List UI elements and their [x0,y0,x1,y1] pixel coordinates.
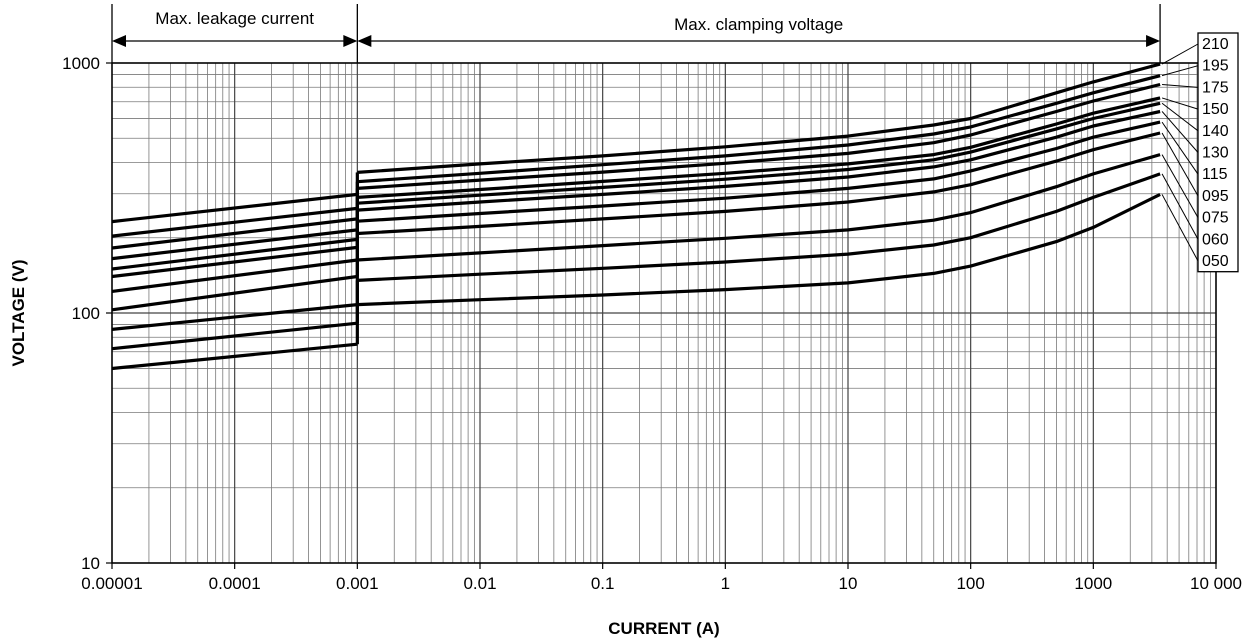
legend-leader-060 [1161,173,1199,240]
y-tick-label: 100 [72,304,100,323]
legend-label-150: 150 [1202,101,1229,118]
legend-label-075: 075 [1202,210,1229,227]
leakage-line-130 [111,245,358,279]
x-tick-label: 0.00001 [81,574,142,593]
clamping-line-140 [357,101,1161,205]
series-095 [111,131,1161,312]
legend-label-175: 175 [1202,79,1229,96]
x-tick-label: 100 [956,574,984,593]
clamping-line-060 [357,172,1161,282]
leakage-line-075 [111,303,358,331]
legend-label-195: 195 [1202,58,1229,75]
leakage-annotation-label: Max. leakage current [155,9,314,28]
y-tick-label: 10 [81,554,100,573]
legend-leader-195 [1161,65,1199,77]
y-axis-title: VOLTAGE (V) [9,259,28,366]
clamping-line-175 [357,82,1161,190]
clamping-line-210 [357,62,1161,174]
x-axis-ticks: 0.00001 0.0001 0.001 0.01 0.1 1 10 100 1000 10 00… [81,563,1242,593]
legend-leader-175 [1162,84,1199,88]
legend-leader-210 [1161,43,1199,65]
legend-leader-095 [1161,132,1199,197]
legend-label-210: 210 [1202,36,1229,53]
x-tick-label: 0.0001 [209,574,261,593]
series-lines [111,62,1161,371]
series-195 [111,74,1161,238]
legend-leader-140 [1161,102,1199,132]
legend-label-095: 095 [1202,188,1229,205]
legend-leader-075 [1161,154,1199,218]
x-axis-title: CURRENT (A) [608,619,719,638]
leakage-line-175 [111,217,358,250]
legend-label-060: 060 [1202,231,1229,248]
series-150 [111,96,1161,261]
annotation-arrowhead [343,35,358,47]
annotation-arrowhead [357,35,372,47]
x-tick-label: 0.01 [463,574,496,593]
leakage-line-195 [111,206,358,238]
clamping-line-075 [357,153,1161,262]
leakage-line-050 [111,342,358,371]
clamping-line-095 [357,131,1161,236]
x-tick-label: 0.001 [336,574,379,593]
legend-leader-115 [1161,121,1199,175]
legend-leader-050 [1161,194,1199,262]
y-axis-ticks: 10 100 1000 [62,54,112,573]
clamping-line-130 [357,109,1161,212]
x-tick-label: 10 [839,574,858,593]
legend-leader-150 [1161,97,1199,110]
x-tick-label: 0.1 [591,574,615,593]
annotation-arrowhead [112,35,126,47]
leakage-line-095 [111,274,358,312]
legend: 210 195 175 150 140 130 115 095 075 060 050 [1161,32,1239,273]
x-tick-label: 1000 [1074,574,1112,593]
clamping-line-195 [357,74,1161,184]
series-075 [111,153,1161,331]
x-tick-label: 1 [721,574,730,593]
legend-box [1197,32,1239,273]
legend-leader-130 [1161,111,1199,153]
legend-label-130: 130 [1202,145,1229,162]
series-050 [111,192,1161,371]
legend-label-050: 050 [1202,253,1229,270]
annotation-arrowhead [1146,35,1161,47]
leakage-line-060 [111,321,358,351]
legend-label-140: 140 [1202,123,1229,140]
clamping-line-050 [357,192,1161,307]
clamping-line-115 [357,120,1161,223]
y-tick-label: 1000 [62,54,100,73]
series-060 [111,172,1161,351]
x-tick-label: 10 000 [1190,574,1242,593]
leakage-line-115 [111,258,358,293]
leakage-line-210 [111,192,358,224]
leakage-line-150 [111,228,358,261]
range-annotations: Max. leakage current Max. clamping volta… [111,4,1161,63]
clamping-line-150 [357,96,1161,199]
legend-label-115: 115 [1202,166,1228,183]
clamping-annotation-label: Max. clamping voltage [674,15,843,34]
leakage-line-140 [111,237,358,271]
